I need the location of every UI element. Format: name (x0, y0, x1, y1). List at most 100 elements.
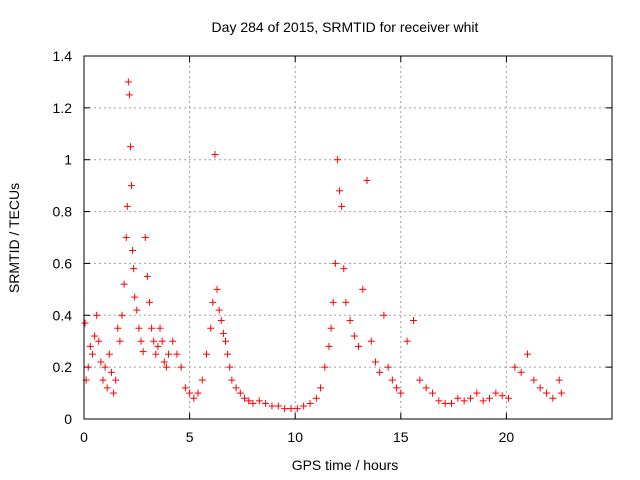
data-point (416, 376, 424, 384)
data-point (219, 329, 227, 337)
data-point (156, 324, 164, 332)
data-point (97, 358, 105, 366)
data-point (135, 324, 143, 332)
data-point (428, 389, 436, 397)
y-tick-label: 1 (64, 152, 72, 168)
data-point (198, 376, 206, 384)
data-point (120, 280, 128, 288)
data-point (209, 298, 217, 306)
data-point (317, 384, 325, 392)
data-point (88, 350, 96, 358)
data-point (118, 311, 126, 319)
data-point (164, 350, 172, 358)
data-point (190, 394, 198, 402)
y-tick-label: 0 (64, 411, 72, 427)
data-point (211, 151, 219, 159)
data-point (306, 399, 314, 407)
data-point (281, 405, 289, 413)
data-point (143, 272, 151, 280)
data-point (114, 324, 122, 332)
data-point (128, 182, 136, 190)
data-point (126, 143, 134, 151)
data-point (435, 397, 443, 405)
data-point (388, 376, 396, 384)
data-point (460, 397, 468, 405)
data-point (241, 394, 249, 402)
data-point (336, 187, 344, 195)
data-point (384, 363, 392, 371)
data-point (346, 316, 354, 324)
data-point (255, 397, 263, 405)
data-point (287, 405, 295, 413)
data-point (207, 324, 215, 332)
data-point (492, 389, 500, 397)
data-point (505, 394, 513, 402)
data-point (110, 389, 118, 397)
data-point (173, 350, 181, 358)
data-point (93, 311, 101, 319)
data-point (125, 91, 133, 99)
data-point (380, 311, 388, 319)
data-point (312, 394, 320, 402)
data-point (536, 384, 544, 392)
data-point (105, 350, 113, 358)
data-point (122, 234, 130, 241)
data-point (454, 394, 462, 402)
data-point (293, 405, 301, 413)
data-point (393, 384, 401, 392)
data-point (268, 402, 276, 410)
data-point (479, 397, 487, 405)
data-point (148, 324, 156, 332)
data-point (236, 389, 244, 397)
data-point (350, 332, 358, 340)
data-point (217, 316, 225, 324)
data-point (160, 358, 168, 366)
data-point (137, 337, 145, 345)
plot-frame (83, 55, 613, 420)
data-point (403, 337, 411, 345)
data-point (154, 342, 162, 350)
data-point (101, 363, 109, 371)
data-point (441, 399, 449, 407)
data-point (331, 259, 339, 267)
data-point (131, 293, 139, 301)
data-point (224, 350, 232, 358)
data-point (213, 285, 221, 293)
data-point (543, 389, 551, 397)
y-tick-label: 0.2 (53, 359, 73, 375)
data-point (129, 246, 137, 254)
data-point (86, 342, 94, 350)
data-point (133, 306, 141, 314)
data-point (325, 342, 333, 350)
data-point (376, 368, 384, 376)
data-point (169, 337, 177, 345)
data-point (359, 285, 367, 293)
data-point (107, 368, 115, 376)
data-point (327, 324, 335, 332)
axes: 0 0.2 0.4 0.6 0.8 1 1.2 1.4 0 5 10 15 20 (53, 48, 612, 445)
data-point (124, 78, 132, 86)
data-point (232, 384, 240, 392)
data-point (342, 298, 350, 306)
y-tick-label: 0.8 (53, 204, 73, 220)
data-point (524, 350, 532, 358)
data-point (103, 384, 111, 392)
data-point (112, 376, 120, 384)
data-point (340, 265, 348, 273)
data-point (321, 363, 329, 371)
data-point (116, 337, 124, 345)
data-point (549, 394, 557, 402)
data-point (226, 363, 234, 371)
data-point (177, 363, 185, 371)
data-point (333, 156, 341, 164)
data-point (338, 202, 346, 210)
data-point (447, 399, 455, 407)
x-tick-label: 5 (186, 429, 194, 445)
data-point (99, 376, 107, 384)
data-point (329, 298, 337, 306)
data-point (300, 402, 308, 410)
x-tick-label: 15 (393, 429, 409, 445)
x-axis-label: GPS time / hours (292, 457, 399, 473)
data-point (249, 399, 257, 407)
data-point (186, 389, 194, 397)
